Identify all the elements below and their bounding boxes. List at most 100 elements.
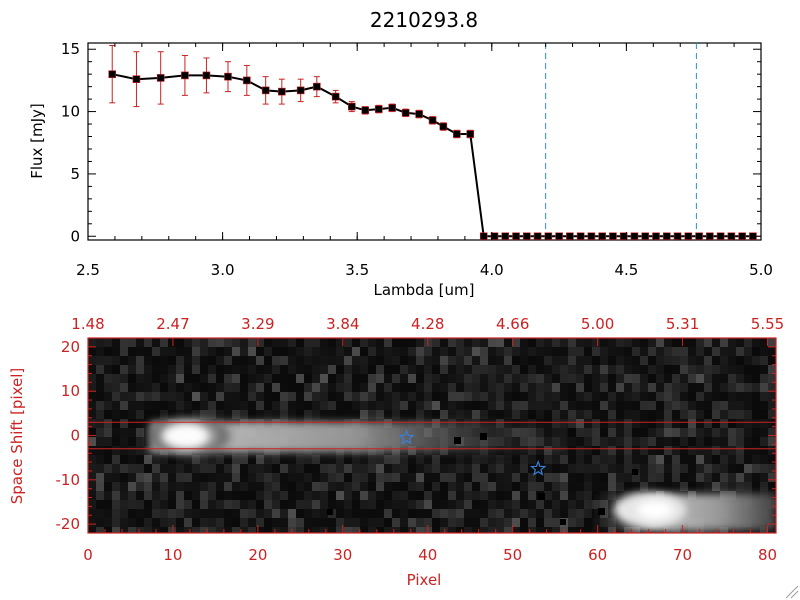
noise-cell: [168, 527, 176, 533]
noise-cell: [336, 392, 344, 401]
noise-cell: [760, 446, 768, 455]
noise-cell: [760, 482, 768, 491]
noise-cell: [632, 392, 640, 401]
noise-cell: [200, 410, 208, 419]
noise-cell: [272, 392, 280, 401]
data-point: [555, 232, 563, 241]
noise-cell: [728, 464, 736, 473]
noise-cell: [256, 383, 264, 392]
noise-cell: [664, 347, 672, 356]
noise-cell: [728, 338, 736, 347]
noise-cell: [592, 464, 600, 473]
noise-cell: [736, 338, 744, 347]
noise-cell: [144, 509, 152, 518]
noise-cell: [712, 482, 720, 491]
noise-cell: [616, 437, 624, 446]
noise-cell: [704, 383, 712, 392]
noise-cell: [616, 392, 624, 401]
noise-cell: [96, 482, 104, 491]
noise-cell: [328, 338, 336, 347]
noise-cell: [328, 347, 336, 356]
noise-cell: [288, 464, 296, 473]
data-point: [224, 72, 232, 81]
noise-cell: [576, 500, 584, 509]
noise-cell: [152, 500, 160, 509]
noise-cell: [96, 365, 104, 374]
noise-cell: [624, 464, 632, 473]
noise-cell: [704, 437, 712, 446]
noise-cell: [104, 473, 112, 482]
noise-cell: [248, 473, 256, 482]
noise-cell: [200, 455, 208, 464]
noise-cell: [472, 338, 480, 347]
noise-cell: [656, 464, 664, 473]
noise-cell: [688, 473, 696, 482]
noise-cell: [448, 410, 456, 419]
noise-cell: [336, 527, 344, 533]
noise-cell: [768, 338, 776, 347]
noise-cell: [728, 482, 736, 491]
noise-cell: [488, 482, 496, 491]
noise-cell: [216, 482, 224, 491]
noise-cell: [408, 338, 416, 347]
noise-cell: [320, 491, 328, 500]
noise-cell: [192, 347, 200, 356]
noise-cell: [120, 356, 128, 365]
noise-cell: [560, 410, 568, 419]
noise-cell: [512, 500, 520, 509]
noise-cell: [192, 455, 200, 464]
noise-cell: [296, 464, 304, 473]
noise-cell: [464, 482, 472, 491]
noise-cell: [712, 338, 720, 347]
noise-cell: [648, 464, 656, 473]
noise-cell: [408, 401, 416, 410]
noise-cell: [128, 383, 136, 392]
noise-cell: [352, 365, 360, 374]
noise-cell: [600, 392, 608, 401]
noise-cell: [736, 347, 744, 356]
noise-cell: [480, 464, 488, 473]
noise-cell: [544, 500, 552, 509]
noise-cell: [128, 419, 136, 428]
noise-cell: [584, 365, 592, 374]
noise-cell: [680, 428, 688, 437]
noise-cell: [440, 365, 448, 374]
noise-cell: [352, 500, 360, 509]
noise-cell: [536, 401, 544, 410]
noise-cell: [280, 392, 288, 401]
noise-cell: [744, 419, 752, 428]
noise-cell: [696, 338, 704, 347]
noise-cell: [560, 455, 568, 464]
noise-cell: [416, 383, 424, 392]
noise-cell: [400, 347, 408, 356]
noise-cell: [232, 338, 240, 347]
noise-cell: [408, 374, 416, 383]
noise-cell: [96, 437, 104, 446]
noise-cell: [648, 473, 656, 482]
noise-cell: [216, 509, 224, 518]
noise-cell: [536, 347, 544, 356]
noise-cell: [128, 365, 136, 374]
noise-cell: [104, 446, 112, 455]
noise-cell: [120, 374, 128, 383]
noise-cell: [408, 473, 416, 482]
noise-cell: [736, 374, 744, 383]
resize-grip-icon[interactable]: [785, 585, 799, 599]
noise-cell: [584, 410, 592, 419]
noise-cell: [360, 527, 368, 533]
noise-cell: [264, 392, 272, 401]
noise-cell: [248, 383, 256, 392]
noise-cell: [744, 410, 752, 419]
noise-cell: [256, 464, 264, 473]
noise-cell: [312, 491, 320, 500]
noise-cell: [208, 509, 216, 518]
noise-cell: [664, 356, 672, 365]
noise-cell: [200, 356, 208, 365]
noise-cell: [568, 365, 576, 374]
noise-cell: [216, 473, 224, 482]
noise-cell: [456, 491, 464, 500]
noise-cell: [144, 518, 152, 527]
noise-cell: [704, 392, 712, 401]
noise-cell: [664, 401, 672, 410]
noise-cell: [304, 347, 312, 356]
